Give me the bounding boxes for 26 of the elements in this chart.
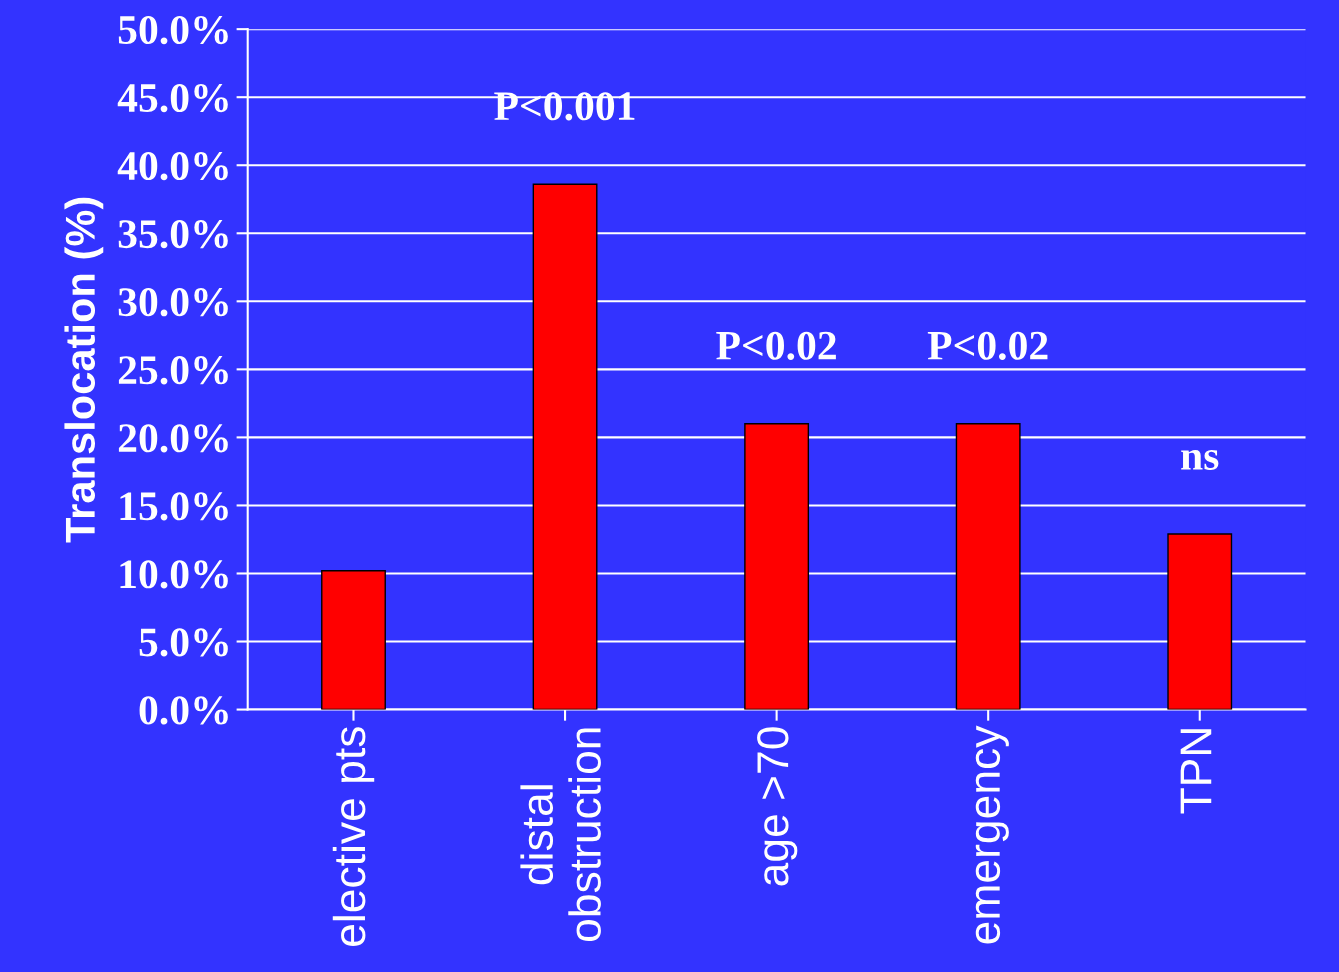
- y-tick-label: 40.0%: [117, 151, 228, 181]
- y-tick-label: 20.0%: [118, 424, 228, 453]
- x-tick-label: elective pts: [332, 727, 375, 946]
- bar: [744, 423, 810, 710]
- annotation: P<0.02: [716, 331, 836, 360]
- y-axis-title: Translocation (%): [64, 197, 104, 543]
- y-tick-label: 15.0%: [120, 492, 228, 521]
- annotation: P<0.001: [494, 92, 635, 121]
- bar: [532, 183, 598, 710]
- y-tick-label: 50.0%: [118, 15, 228, 45]
- y-tick-label: 0.0%: [139, 696, 228, 725]
- y-tick-label: 5.0%: [139, 628, 228, 657]
- y-tick-label: 35.0%: [118, 220, 228, 249]
- bar: [321, 570, 386, 710]
- bar: [1167, 533, 1233, 710]
- x-tick-label: emergency: [975, 725, 1009, 944]
- x-tick-label: age >70: [757, 727, 798, 886]
- annotation: P<0.02: [927, 331, 1048, 360]
- x-tick-label: distal obstruction: [520, 728, 601, 942]
- y-tick-label: 30.0%: [118, 288, 228, 317]
- y-tick-label: 10.0%: [120, 560, 228, 589]
- x-tick-label: TPN: [1180, 729, 1212, 814]
- y-tick-label: 45.0%: [117, 83, 228, 113]
- annotation: ns: [1181, 449, 1219, 470]
- bar: [955, 423, 1021, 710]
- y-tick-label: 25.0%: [118, 356, 228, 385]
